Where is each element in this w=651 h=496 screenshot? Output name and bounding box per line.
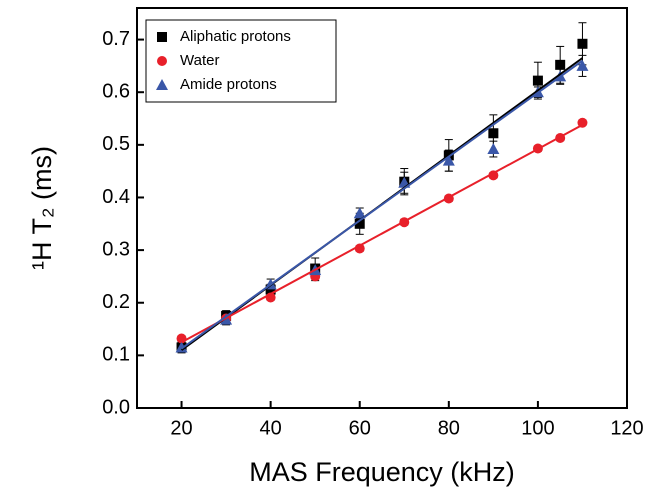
point: [353, 207, 366, 219]
legend-label: Aliphatic protons: [180, 28, 291, 45]
y-tick-label: 0.5: [102, 133, 130, 155]
legend-marker: [156, 79, 168, 90]
point: [265, 284, 276, 295]
point: [555, 59, 566, 70]
y-tick-label: 0.0: [102, 396, 130, 418]
x-tick-label: 20: [170, 417, 192, 439]
point: [175, 341, 188, 353]
y-tick-label: 0.4: [102, 186, 130, 208]
y-tick-label: 0.6: [102, 80, 130, 102]
point: [354, 218, 365, 229]
fit-line: [180, 59, 584, 350]
x-tick-label: 80: [438, 417, 460, 439]
y-tick-label: 0.3: [102, 238, 130, 260]
x-axis-label: MAS Frequency (kHz): [249, 457, 515, 487]
y-tick-label: 0.1: [102, 344, 130, 366]
legend-label: Water: [180, 52, 219, 69]
fit-line: [181, 123, 583, 344]
x-tick-label: 120: [610, 417, 643, 439]
point: [577, 38, 588, 49]
plot-frame: [136, 7, 628, 409]
y-axis-label: ¹H T₂ (ms): [27, 146, 57, 270]
legend-marker: [157, 32, 167, 42]
y-tick-label: 0.2: [102, 291, 130, 313]
point: [488, 128, 499, 139]
x-tick-label: 40: [260, 417, 282, 439]
y-tick-label: 0.7: [102, 28, 130, 50]
point: [442, 154, 455, 166]
legend-box: [145, 19, 337, 103]
point: [532, 75, 543, 86]
x-tick-label: 60: [349, 417, 371, 439]
point: [576, 59, 589, 71]
legend-marker: [157, 56, 167, 66]
legend-label: Amide protons: [180, 76, 277, 93]
point: [487, 143, 500, 155]
x-tick-label: 100: [521, 417, 554, 439]
